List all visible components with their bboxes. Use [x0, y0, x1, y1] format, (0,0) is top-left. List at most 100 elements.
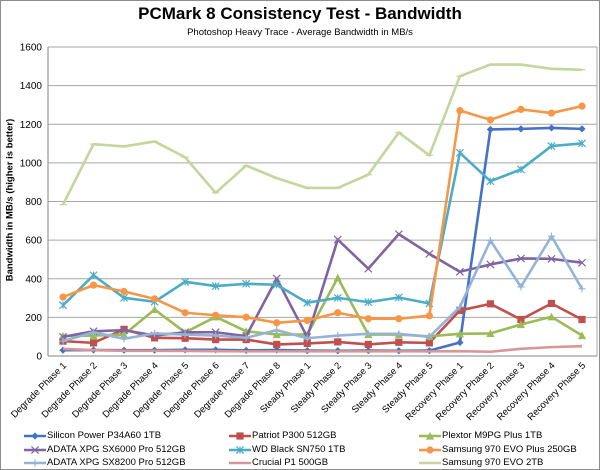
data-point — [486, 125, 495, 134]
x-tick-label: Degrade Phase 6 — [162, 360, 222, 420]
chart-subtitle: Photoshop Heavy Trace - Average Bandwidt… — [187, 27, 413, 38]
data-point — [181, 330, 189, 339]
y-tick-label: 1400 — [20, 81, 43, 92]
y-tick-label: 0 — [36, 352, 42, 363]
y-tick-label: 400 — [25, 274, 42, 285]
data-point — [577, 258, 587, 267]
legend-swatch — [24, 432, 46, 440]
series-line — [62, 276, 583, 338]
data-point — [364, 298, 373, 307]
data-point — [394, 230, 403, 239]
y-tick-label: 1200 — [20, 120, 43, 131]
data-point — [242, 334, 250, 342]
data-point — [456, 338, 464, 347]
legend-swatch — [229, 432, 251, 440]
legend-label: WD Black SN750 1TB — [252, 443, 346, 455]
data-point — [181, 277, 190, 286]
legend-swatch — [419, 431, 441, 440]
x-tick-label: Degrade Phase 5 — [131, 360, 191, 420]
data-point — [59, 337, 67, 345]
data-point — [517, 315, 525, 324]
data-point — [181, 334, 189, 342]
data-point — [212, 331, 220, 340]
data-point — [119, 330, 129, 339]
data-point — [547, 312, 556, 321]
data-point — [273, 319, 281, 327]
data-point — [333, 235, 342, 244]
data-point — [120, 335, 128, 343]
data-point — [236, 432, 244, 440]
data-point — [272, 280, 281, 289]
legend-label: Crucial P1 500GB — [252, 457, 329, 468]
data-point — [59, 293, 67, 301]
data-point — [59, 346, 67, 354]
data-point — [578, 285, 586, 293]
legend-item: Samsung 970 EVO 2TB — [419, 457, 543, 469]
y-tick-label: 1000 — [20, 158, 43, 169]
data-point — [517, 105, 525, 113]
data-point — [303, 316, 311, 325]
data-point — [272, 330, 281, 339]
series-samsung-970-evo-plus-250gb — [59, 102, 586, 327]
series-silicon-power-p34a60-1tb — [59, 124, 586, 355]
x-tick-label: Degrade Phase 1 — [9, 360, 69, 420]
series-line — [62, 142, 583, 307]
data-point — [333, 273, 342, 282]
data-point — [235, 445, 245, 454]
series-line — [62, 234, 584, 343]
y-tick-label: 600 — [25, 236, 42, 247]
data-point — [425, 339, 433, 347]
data-point — [364, 264, 373, 273]
series-samsung-970-evo-2tb — [59, 63, 586, 206]
data-point — [395, 338, 403, 346]
legend-label: Patriot P300 512GB — [252, 430, 337, 441]
data-point — [181, 309, 189, 317]
data-point — [334, 338, 342, 346]
data-point — [486, 300, 495, 308]
data-point — [150, 334, 159, 342]
data-point — [425, 333, 433, 341]
data-point — [333, 293, 342, 302]
data-point — [547, 254, 556, 263]
data-point — [334, 331, 342, 340]
data-point — [30, 445, 40, 454]
data-point — [486, 116, 495, 124]
data-point — [334, 309, 342, 317]
data-point — [455, 267, 464, 276]
data-point — [31, 432, 39, 440]
data-point — [517, 125, 525, 133]
legend-label: Samsung 970 EVO Plus 250GB — [442, 443, 577, 455]
data-point — [150, 329, 159, 338]
legend-swatch — [24, 459, 46, 467]
data-point — [577, 139, 587, 148]
data-point — [516, 320, 526, 329]
data-point — [486, 177, 495, 186]
data-point — [364, 315, 372, 323]
legend-label: ADATA XPG SX6000 Pro 512GB — [47, 443, 186, 455]
legend-item: ADATA XPG SX6000 Pro 512GB — [24, 444, 186, 456]
legend-item: Samsung 970 EVO Plus 250GB — [419, 444, 577, 456]
series-wd-black-sn750-1tb — [58, 139, 587, 310]
series-line — [62, 302, 583, 346]
data-point — [394, 293, 403, 302]
data-point — [517, 283, 525, 291]
legend-swatch — [24, 445, 46, 454]
data-point — [303, 334, 311, 342]
data-point — [425, 312, 433, 320]
legend-item: Patriot P300 512GB — [229, 430, 337, 442]
data-point — [486, 236, 495, 245]
data-point — [516, 254, 525, 263]
legend-swatch — [229, 461, 251, 465]
data-point — [425, 249, 434, 258]
data-point — [150, 295, 159, 303]
data-point — [31, 459, 39, 467]
data-point — [364, 330, 372, 338]
data-point — [120, 293, 129, 302]
legend-label: Samsung 970 EVO 2TB — [442, 457, 544, 468]
legend-label: Plextor M9PG Plus 1TB — [442, 430, 543, 441]
data-point — [272, 274, 281, 283]
legend-label: Silicon Power P34A60 1TB — [47, 430, 162, 441]
data-point — [211, 282, 220, 291]
data-point — [547, 109, 556, 117]
